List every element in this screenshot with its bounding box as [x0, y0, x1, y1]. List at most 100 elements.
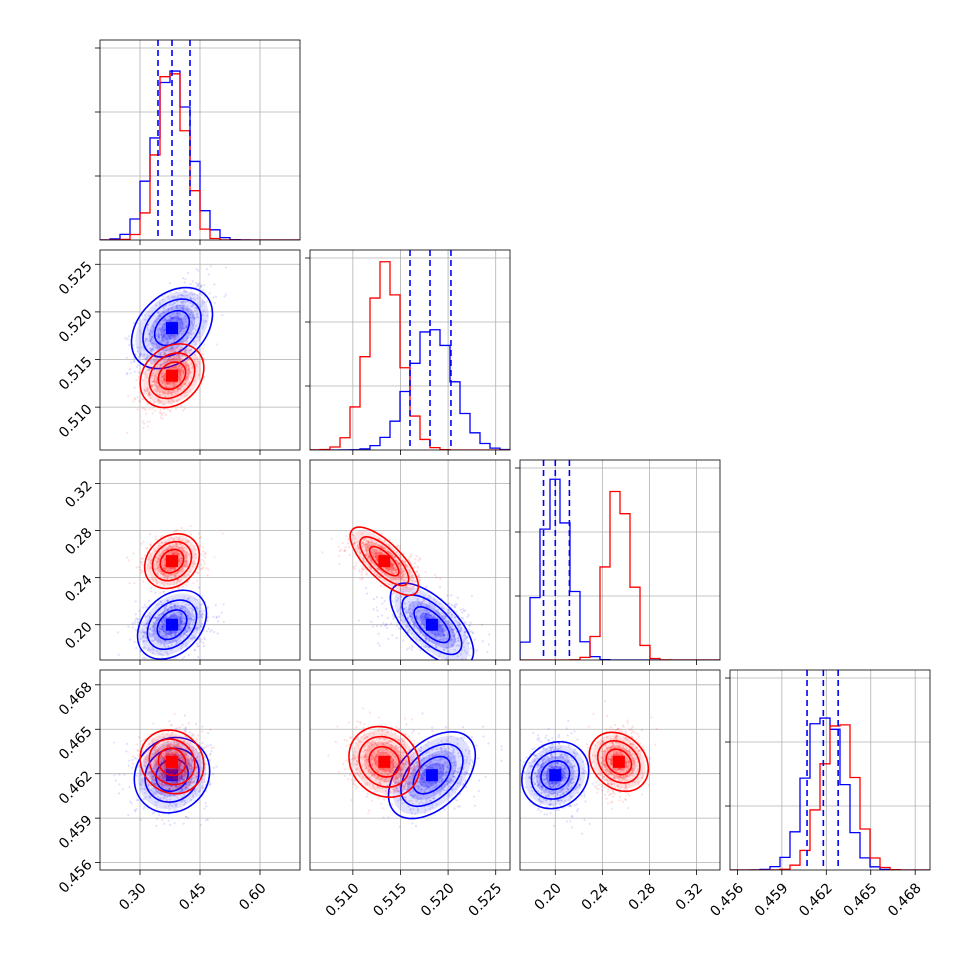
scatter-point [416, 565, 419, 568]
scatter-point [187, 367, 191, 370]
scatter-point [158, 344, 161, 347]
scatter-point [156, 388, 159, 391]
scatter-point [174, 567, 177, 570]
scatter-point [145, 622, 148, 625]
scatter-point [159, 662, 161, 664]
scatter-point [454, 605, 457, 608]
scatter-point [161, 624, 164, 627]
scatter-point [126, 372, 129, 375]
scatter-point [423, 664, 425, 666]
scatter-point [185, 290, 188, 293]
scatter-point [425, 644, 428, 647]
scatter-point [141, 314, 144, 317]
scatter-point [152, 616, 155, 619]
scatter-point [403, 620, 406, 623]
scatter-point [402, 617, 405, 620]
scatter-point [170, 551, 173, 554]
scatter-point [203, 283, 206, 287]
scatter-point [157, 554, 160, 557]
scatter-point [149, 393, 152, 396]
scatter-point [162, 617, 165, 620]
scatter-point [176, 334, 180, 338]
scatter-point [192, 582, 195, 585]
scatter-point [188, 364, 191, 367]
scatter-point [187, 369, 190, 372]
scatter-point [176, 390, 180, 393]
scatter-point [187, 627, 190, 630]
scatter-point [164, 633, 168, 636]
scatter-point [358, 568, 361, 571]
scatter-point [177, 640, 181, 643]
scatter-point [424, 639, 427, 642]
scatter-point [425, 609, 428, 612]
scatter-point [164, 606, 167, 609]
scatter-point [202, 324, 205, 328]
scatter-point [173, 822, 176, 825]
scatter-point [180, 613, 183, 616]
scatter-point [167, 334, 170, 338]
scatter-point [162, 339, 165, 342]
scatter-point [425, 603, 429, 607]
scatter-point [161, 627, 164, 631]
scatter-point [177, 388, 180, 391]
scatter-point [408, 614, 412, 618]
scatter-point [401, 619, 404, 622]
scatter-point [171, 538, 175, 541]
scatter-point [170, 602, 173, 605]
scatter-point [400, 612, 403, 615]
scatter-point [150, 342, 154, 345]
scatter-point [190, 348, 193, 352]
scatter-point [157, 613, 160, 616]
scatter-point [189, 297, 192, 300]
scatter-point [161, 319, 164, 322]
scatter-point [197, 656, 200, 659]
scatter-point [179, 349, 182, 352]
scatter-point [190, 333, 193, 336]
scatter-point [407, 625, 410, 628]
scatter-point [488, 633, 491, 636]
scatter-point [123, 773, 126, 776]
scatter-point [199, 640, 202, 643]
scatter-point [457, 643, 460, 647]
scatter-point [458, 623, 461, 626]
scatter-point [180, 369, 183, 373]
scatter-point [176, 550, 179, 553]
scatter-point [148, 632, 151, 635]
scatter-point [184, 379, 187, 382]
density-peak [378, 555, 391, 568]
scatter-point [468, 624, 471, 627]
scatter-point [137, 371, 140, 374]
scatter-point [418, 557, 421, 560]
scatter-point [196, 356, 199, 359]
scatter-point [182, 642, 185, 646]
scatter-point [460, 629, 463, 632]
scatter-point [175, 306, 178, 309]
scatter-point [165, 615, 168, 618]
scatter-point [445, 619, 448, 623]
scatter-point [442, 623, 445, 627]
scatter-point [127, 335, 130, 338]
scatter-point [463, 620, 466, 623]
scatter-point [163, 367, 166, 370]
scatter-point [184, 575, 187, 578]
scatter-point [172, 552, 175, 555]
scatter-point [450, 638, 453, 642]
scatter-point [365, 592, 369, 595]
scatter-point [441, 628, 444, 631]
scatter-point [151, 329, 154, 332]
scatter-point [160, 381, 163, 384]
scatter-point [117, 792, 121, 795]
scatter-point [197, 616, 200, 619]
scatter-point [170, 550, 173, 554]
scatter-point [184, 320, 187, 323]
density-contour [130, 286, 214, 370]
scatter-point [146, 606, 149, 609]
scatter-point [420, 616, 423, 619]
scatter-point [395, 637, 398, 640]
scatter-point [173, 382, 176, 385]
scatter-point [152, 380, 155, 383]
scatter-point [353, 567, 357, 570]
scatter-point [199, 286, 202, 289]
scatter-point [426, 649, 429, 652]
scatter-point [150, 373, 153, 377]
